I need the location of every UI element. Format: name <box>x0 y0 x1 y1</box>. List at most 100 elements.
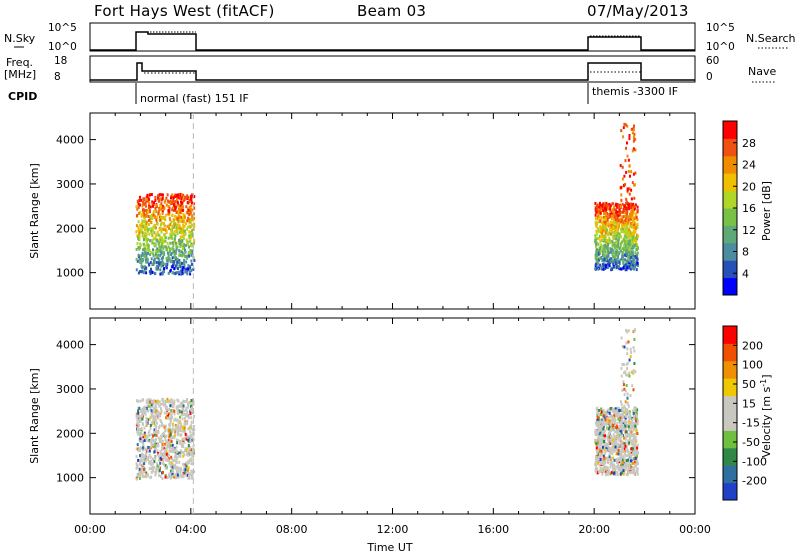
scatter-cell <box>177 201 179 205</box>
scatter-cell <box>621 230 623 234</box>
scatter-cell <box>622 252 625 256</box>
scatter-cell <box>181 261 184 265</box>
y-tick-label: 1000 <box>56 267 84 280</box>
scatter-cell <box>617 239 620 243</box>
scatter-cell <box>635 216 638 220</box>
scatter-cell <box>156 222 159 226</box>
nsearch-trace <box>138 31 641 37</box>
scatter-cell <box>188 251 191 255</box>
scatter-cell <box>604 216 607 220</box>
scatter-cell <box>162 216 165 220</box>
scatter-cell <box>633 183 636 187</box>
scatter-cell <box>166 224 169 228</box>
scatter-cell <box>623 436 625 440</box>
scatter-cell <box>148 232 151 236</box>
scatter-cell <box>635 431 638 435</box>
scatter-cell <box>147 409 150 413</box>
x-tick-labels: 00:00 04:00 08:00 12:00 16:00 20:00 00:00 <box>74 523 711 536</box>
scatter-cell <box>616 471 619 475</box>
scatter-cell <box>609 442 612 445</box>
scatter-cell <box>619 416 622 420</box>
scatter-cell <box>603 438 606 442</box>
scatter-cell <box>612 441 615 444</box>
scatter-cell <box>636 472 639 476</box>
scatter-cell <box>596 242 599 246</box>
freq-trace <box>90 62 695 81</box>
scatter-cell <box>160 227 163 231</box>
scatter-cell <box>169 404 172 408</box>
scatter-cell <box>189 210 192 214</box>
scatter-cell <box>625 426 627 430</box>
scatter-cell <box>613 213 615 217</box>
scatter-cell <box>632 330 635 334</box>
scatter-cell <box>183 441 186 445</box>
nsky-right-tick-top: 10^5 <box>706 22 735 34</box>
scatter-cell <box>629 454 632 458</box>
scatter-cell <box>626 141 628 145</box>
scatter-cell <box>622 472 625 476</box>
scatter-cell <box>172 424 175 428</box>
scatter-cell <box>151 437 154 441</box>
scatter-cell <box>618 434 621 438</box>
scatter-cell <box>598 421 601 425</box>
scatter-cell <box>187 466 190 470</box>
scatter-cell <box>135 466 138 470</box>
scatter-cell <box>612 443 615 447</box>
scatter-cell <box>634 422 637 426</box>
scatter-cell <box>150 229 153 233</box>
scatter-cell <box>615 266 618 269</box>
scatter-cell <box>604 231 607 235</box>
scatter-cell <box>180 442 183 446</box>
scatter-cell <box>166 263 169 266</box>
scatter-cell <box>626 124 629 128</box>
scatter-cell <box>630 459 632 463</box>
scatter-cell <box>164 245 167 249</box>
scatter-cell <box>187 195 190 199</box>
scatter-cell <box>617 452 620 456</box>
scatter-cell <box>150 267 152 271</box>
scatter-cell <box>636 254 639 258</box>
scatter-cell <box>183 224 186 228</box>
scatter-cell <box>622 467 625 471</box>
scatter-cell <box>174 272 177 276</box>
scatter-cell <box>186 194 189 198</box>
scatter-cell <box>610 437 613 441</box>
scatter-cell <box>149 398 152 402</box>
scatter-cell <box>617 431 620 435</box>
scatter-cell <box>624 253 626 257</box>
scatter-cell <box>610 428 613 432</box>
scatter-cell <box>624 217 627 221</box>
scatter-cell <box>175 228 178 231</box>
scatter-cell <box>156 249 159 253</box>
scatter-cell <box>190 453 193 457</box>
scatter-cell <box>630 449 633 452</box>
scatter-cell <box>635 417 638 421</box>
scatter-cell <box>159 215 161 219</box>
scatter-cell <box>176 473 179 477</box>
scatter-cell <box>149 407 152 411</box>
colorbar-tick-label: -15 <box>742 417 760 430</box>
scatter-cell <box>595 217 598 221</box>
scatter-cell <box>165 412 168 415</box>
scatter-cell <box>603 411 606 415</box>
scatter-cell <box>622 126 625 130</box>
scatter-cell <box>598 258 601 262</box>
scatter-cell <box>609 423 612 427</box>
scatter-cell <box>633 329 636 333</box>
x-tick-label: 04:00 <box>175 523 207 536</box>
scatter-cell <box>137 202 140 206</box>
scatter-cell <box>161 421 163 425</box>
scatter-cell <box>174 459 177 463</box>
scatter-cell <box>135 455 138 458</box>
scatter-cell <box>636 446 639 450</box>
scatter-cell <box>170 253 173 256</box>
scatter-cell <box>165 450 168 453</box>
scatter-cell <box>608 202 611 206</box>
scatter-cell <box>186 227 188 231</box>
scatter-cell <box>181 243 184 246</box>
scatter-cell <box>190 435 193 439</box>
scatter-cell <box>193 222 196 226</box>
scatter-cell <box>632 235 635 239</box>
scatter-cell <box>620 452 622 456</box>
scatter-cell <box>633 205 636 208</box>
